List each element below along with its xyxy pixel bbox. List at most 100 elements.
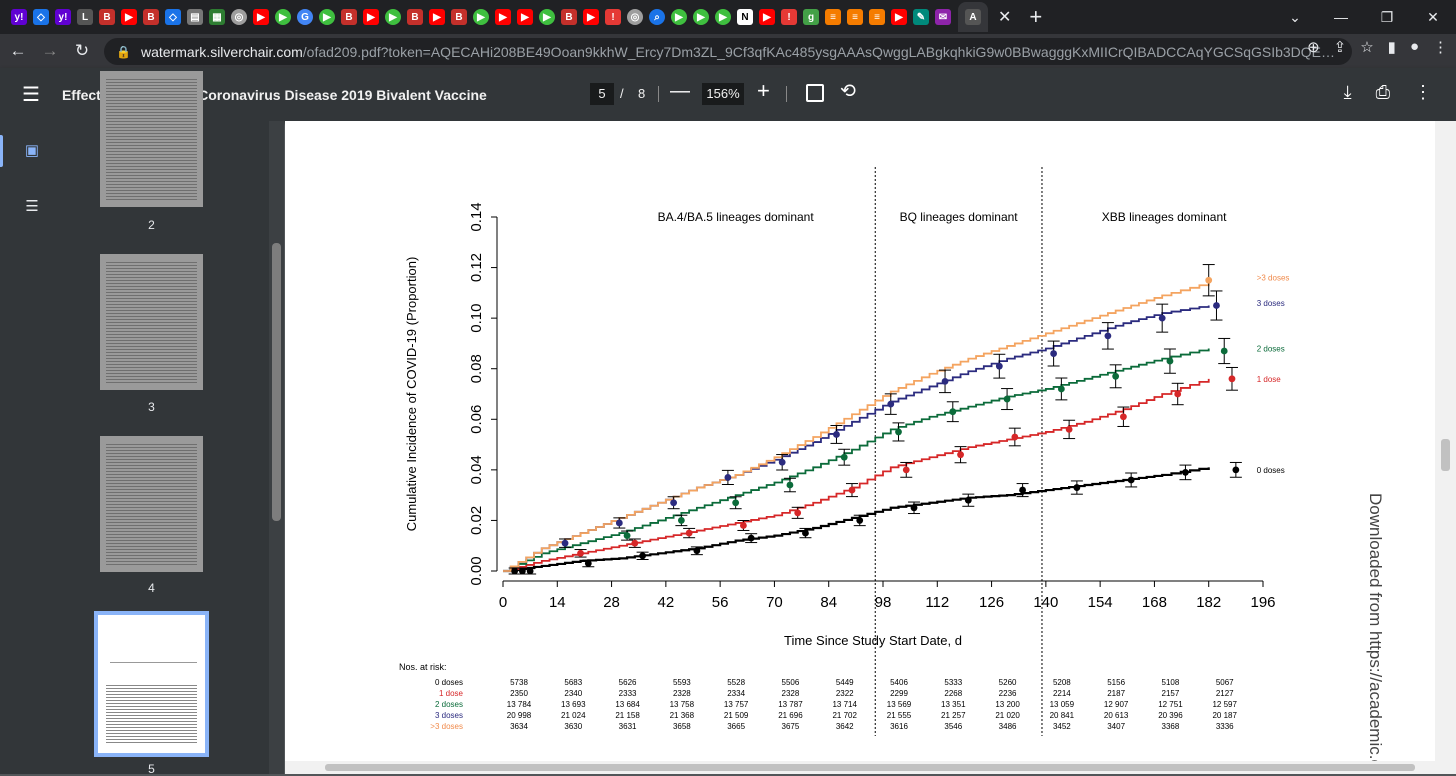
tab-search-icon[interactable]: ⌄ xyxy=(1289,8,1301,25)
play-tab-icon[interactable]: ▶ xyxy=(385,9,401,25)
at-risk-value: 3546 xyxy=(944,722,962,731)
at-risk-value: 20 613 xyxy=(1104,711,1129,720)
hamburger-menu-icon[interactable]: ☰ xyxy=(22,84,40,106)
series-legend-label: 0 doses xyxy=(1257,466,1285,475)
play-tab-icon[interactable]: ▶ xyxy=(473,9,489,25)
x-tick-label: 84 xyxy=(820,594,837,611)
minimize-icon[interactable]: — xyxy=(1334,9,1348,25)
zoom-icon[interactable]: ⊕ xyxy=(1307,39,1320,56)
at-risk-value: 3616 xyxy=(890,722,908,731)
bookmark-tab-icon[interactable]: ≡ xyxy=(869,9,885,25)
fit-page-icon[interactable] xyxy=(806,84,824,102)
youtube-tab-icon[interactable]: ▶ xyxy=(121,9,137,25)
share-icon[interactable]: ⇪ xyxy=(1333,39,1347,56)
at-risk-value: 20 998 xyxy=(507,711,532,720)
pin-tab-icon[interactable]: ! xyxy=(605,9,621,25)
page-thumbnail-selected[interactable] xyxy=(94,611,209,757)
address-bar[interactable]: 🔒 watermark.silverchair.com /ofad209.pdf… xyxy=(104,38,1352,65)
page-number-input[interactable]: 5 xyxy=(590,83,614,105)
close-tab-icon[interactable]: ✕ xyxy=(998,9,1012,26)
lock-icon[interactable]: 🔒 xyxy=(116,44,131,59)
youtube-tab-icon[interactable]: ▶ xyxy=(891,9,907,25)
back-icon[interactable]: ← xyxy=(9,41,27,60)
outline-view-icon[interactable]: ☰ xyxy=(25,198,39,215)
data-point xyxy=(1057,385,1065,393)
data-point xyxy=(577,549,584,557)
youtube-tab-icon[interactable]: ▶ xyxy=(363,9,379,25)
map-tab-icon[interactable]: ▦ xyxy=(209,9,225,25)
zoom-out-icon[interactable]: — xyxy=(670,80,690,102)
zoom-in-icon[interactable]: + xyxy=(757,78,770,103)
shield-tab-icon[interactable]: ◇ xyxy=(33,9,49,25)
more-options-icon[interactable]: ⋮ xyxy=(1414,82,1432,102)
bi-tab-icon[interactable]: B xyxy=(451,9,467,25)
thumbnail-view-icon[interactable]: ▣ xyxy=(24,142,40,159)
at-risk-value: 21 020 xyxy=(995,711,1020,720)
at-risk-value: 5208 xyxy=(1053,678,1071,687)
thumbnail-label: 2 xyxy=(148,218,155,232)
side-panel-icon[interactable]: ▮ xyxy=(1387,39,1396,56)
shield-tab-icon[interactable]: ◇ xyxy=(165,9,181,25)
nw-tab-icon[interactable]: N xyxy=(737,9,753,25)
new-tab-icon[interactable]: + xyxy=(1029,4,1043,29)
y-tick-label: 0.10 xyxy=(468,304,485,333)
close-window-icon[interactable]: ✕ xyxy=(1427,8,1439,25)
forward-icon[interactable]: → xyxy=(41,41,59,60)
youtube-tab-icon[interactable]: ▶ xyxy=(759,9,775,25)
play-tab-icon[interactable]: ▶ xyxy=(715,9,731,25)
page-thumbnail[interactable] xyxy=(100,436,203,572)
page-total: 8 xyxy=(638,86,646,101)
globe-tab-icon[interactable]: ◎ xyxy=(627,9,643,25)
yahoo-tab-icon[interactable]: y! xyxy=(11,9,27,25)
doc-tab-icon[interactable]: ▤ xyxy=(187,9,203,25)
download-icon[interactable]: ⤓ xyxy=(1343,82,1352,102)
lit-tab-icon[interactable]: L xyxy=(77,9,93,25)
bi-tab-icon[interactable]: B xyxy=(99,9,115,25)
bi-tab-icon[interactable]: B xyxy=(143,9,159,25)
g-tab-icon[interactable]: g xyxy=(803,9,819,25)
play-tab-icon[interactable]: ▶ xyxy=(319,9,335,25)
yahoo-tab-icon[interactable]: y! xyxy=(55,9,71,25)
active-tab[interactable]: A xyxy=(958,2,988,32)
play-tab-icon[interactable]: ▶ xyxy=(275,9,291,25)
at-risk-value: 3642 xyxy=(836,722,854,731)
reload-icon[interactable]: ↻ xyxy=(74,41,90,60)
youtube-tab-icon[interactable]: ▶ xyxy=(583,9,599,25)
y-tick-label: 0.14 xyxy=(468,202,485,231)
bi-tab-icon[interactable]: B xyxy=(341,9,357,25)
youtube-tab-icon[interactable]: ▶ xyxy=(429,9,445,25)
bi-tab-icon[interactable]: B xyxy=(561,9,577,25)
data-point xyxy=(902,466,910,474)
youtube-tab-icon[interactable]: ▶ xyxy=(495,9,511,25)
sidebar-scrollbar[interactable] xyxy=(269,121,284,774)
at-risk-value: 21 509 xyxy=(724,711,749,720)
globe-tab-icon[interactable]: ◎ xyxy=(231,9,247,25)
bookmark-star-icon[interactable]: ☆ xyxy=(1360,39,1374,56)
series-legend-label: 1 dose xyxy=(1257,375,1282,384)
google-tab-icon[interactable]: G xyxy=(297,9,313,25)
play-tab-icon[interactable]: ▶ xyxy=(693,9,709,25)
sticker-tab-icon[interactable]: ✎ xyxy=(913,9,929,25)
page-horizontal-scrollbar[interactable] xyxy=(285,761,1435,774)
zoom-input[interactable]: 156% xyxy=(702,83,744,105)
mail-tab-icon[interactable]: ✉ xyxy=(935,9,951,25)
page-vertical-scrollbar[interactable] xyxy=(1435,121,1456,774)
search-tab-icon[interactable]: ⌕ xyxy=(649,9,665,25)
pin-tab-icon[interactable]: ! xyxy=(781,9,797,25)
play-tab-icon[interactable]: ▶ xyxy=(539,9,555,25)
data-point xyxy=(957,451,964,459)
page-thumbnail[interactable] xyxy=(100,254,203,390)
page-thumbnail[interactable] xyxy=(100,71,203,207)
y-tick-label: 0.08 xyxy=(468,354,485,383)
print-icon[interactable]: ⎙ xyxy=(1375,82,1390,102)
restore-icon[interactable]: ❐ xyxy=(1380,8,1394,25)
bookmark-tab-icon[interactable]: ≡ xyxy=(825,9,841,25)
profile-icon[interactable]: ● xyxy=(1409,38,1419,55)
youtube-tab-icon[interactable]: ▶ xyxy=(517,9,533,25)
youtube-tab-icon[interactable]: ▶ xyxy=(253,9,269,25)
rotate-icon[interactable]: ⟲ xyxy=(840,81,856,102)
play-tab-icon[interactable]: ▶ xyxy=(671,9,687,25)
bookmark-tab-icon[interactable]: ≡ xyxy=(847,9,863,25)
more-icon[interactable]: ⋮ xyxy=(1433,39,1448,56)
bi-tab-icon[interactable]: B xyxy=(407,9,423,25)
